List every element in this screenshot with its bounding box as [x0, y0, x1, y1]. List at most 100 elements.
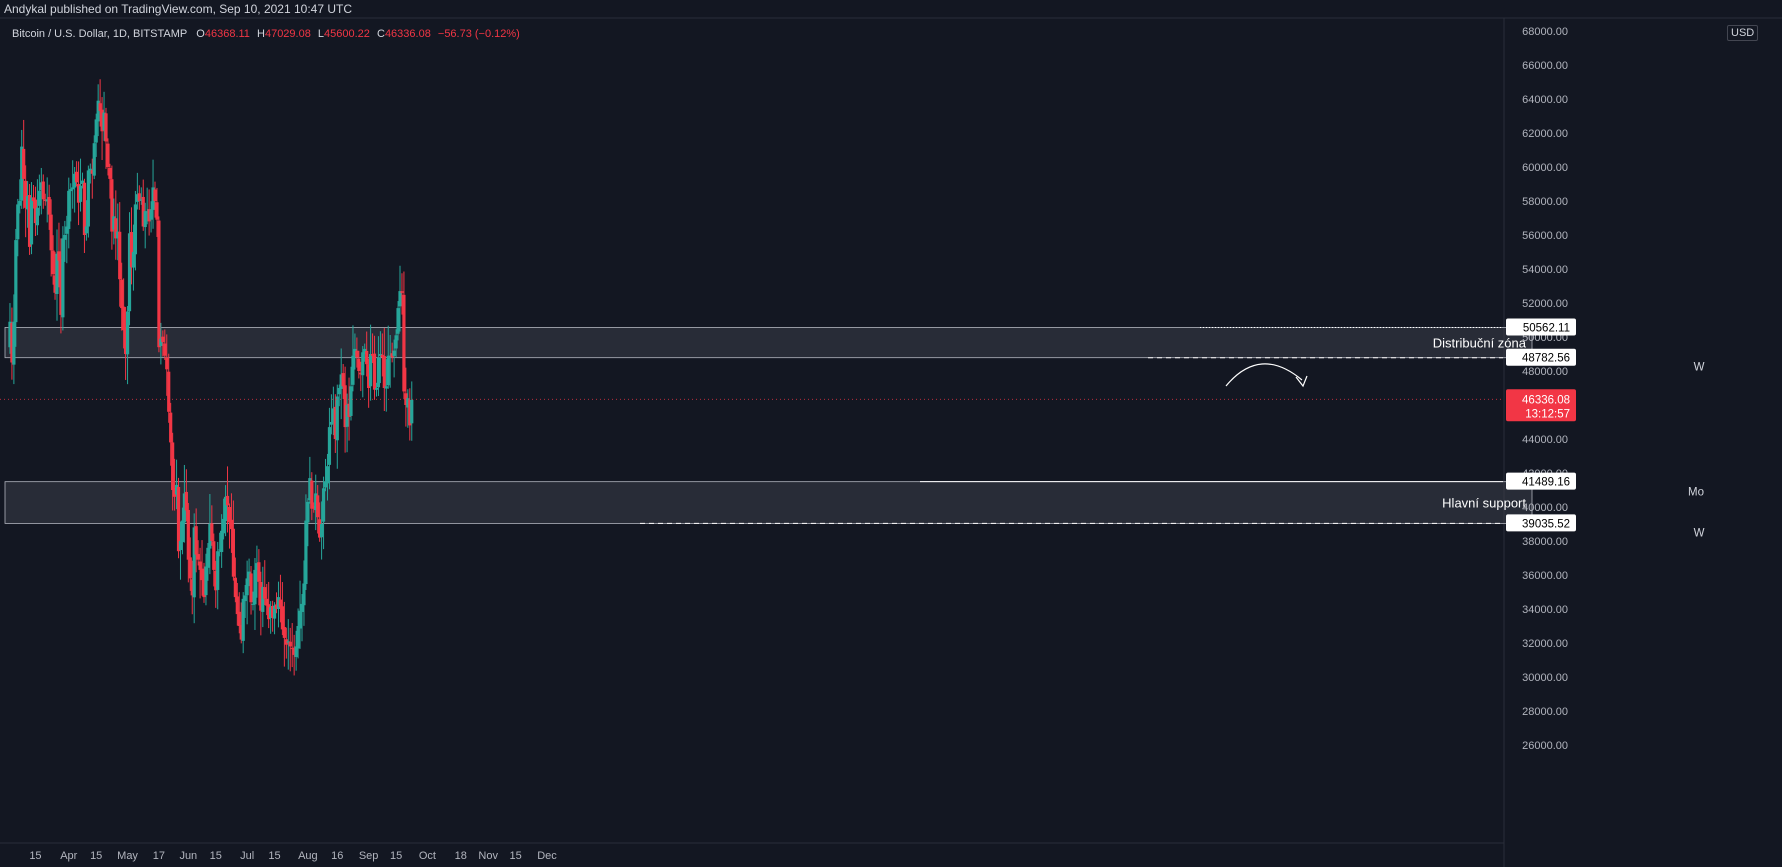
price-tick-label: 68000.00 — [1522, 26, 1568, 38]
candle-body — [171, 442, 175, 490]
candle-body — [163, 343, 167, 356]
price-labels: 50562.11 48782.56 41489.16 39035.52 46336.08… — [1506, 318, 1705, 539]
candle-body — [304, 520, 308, 585]
candle-body — [86, 170, 90, 227]
support-bottom-price-label: 39035.52 — [1522, 518, 1570, 530]
candle-body — [37, 190, 41, 206]
candle-body — [282, 627, 286, 638]
time-tick-label: Sep — [359, 850, 379, 862]
candle-body — [108, 167, 112, 179]
candle-body — [8, 321, 12, 348]
candle-body — [296, 626, 300, 649]
candle-body — [410, 399, 414, 424]
curve-arrow — [1225, 363, 1303, 387]
candle-body — [106, 143, 110, 167]
candle-body — [280, 606, 284, 630]
candle-body — [300, 603, 304, 612]
candle-body — [76, 184, 81, 203]
price-tick-label: 30000.00 — [1522, 672, 1568, 684]
candle-body — [110, 179, 114, 232]
candle-body — [276, 597, 281, 610]
candle-body — [176, 487, 181, 552]
candle-body — [180, 520, 185, 543]
high-value: 47029.08 — [264, 28, 311, 40]
publish-header-text: Andykal published on TradingView.com, Se… — [4, 2, 352, 16]
candle-body — [124, 327, 128, 354]
candle-body — [341, 373, 345, 387]
candle-body — [290, 648, 294, 650]
candle-body — [174, 484, 179, 495]
time-tick-label: 15 — [29, 850, 41, 862]
time-tick-label: Aug — [298, 850, 318, 862]
candle-body — [196, 554, 200, 560]
price-tick-label: 40000.00 — [1522, 502, 1568, 514]
candle-body — [178, 541, 183, 551]
candle-body — [380, 354, 384, 358]
candle-body — [114, 218, 118, 239]
distribution-bottom-price-label-bg — [1506, 348, 1576, 366]
candle-body — [314, 493, 318, 511]
candle-body — [75, 171, 79, 183]
close-value: 46336.08 — [384, 28, 431, 40]
time-axis[interactable]: 15 Apr 15 May 17 Jun 15 Jul 15 Aug 16 Sep 15 Oct 18 Nov… — [29, 850, 557, 862]
candle-body — [14, 240, 18, 323]
candle-body — [188, 557, 192, 579]
low-value: 45600.22 — [324, 28, 370, 40]
candle-body — [386, 355, 390, 386]
candle-body — [16, 204, 20, 240]
candle-body — [159, 338, 163, 346]
price-tick-label: 52000.00 — [1522, 298, 1568, 310]
time-tick-label: Jun — [179, 850, 197, 862]
candle-body — [186, 509, 190, 560]
candle-body — [367, 364, 371, 388]
price-axis[interactable]: 26000.00 28000.00 30000.00 32000.00 34000.00… — [1522, 26, 1568, 752]
candle-body — [337, 388, 341, 395]
candle-body — [349, 386, 353, 416]
candle-body — [149, 209, 153, 220]
candle-body — [143, 211, 147, 228]
change-value: −56.73 (−0.12%) — [437, 28, 520, 40]
support-zone — [4, 481, 1533, 524]
distribution-interval-tag: W — [1694, 362, 1705, 374]
candle-body — [116, 231, 120, 239]
time-tick-label: 15 — [268, 850, 280, 862]
time-tick-label: May — [117, 850, 138, 862]
candle-body — [161, 336, 165, 343]
time-tick-label: 17 — [153, 850, 165, 862]
candle-body — [261, 586, 265, 612]
candle-body — [137, 193, 141, 201]
candle-body — [263, 587, 267, 599]
grid — [0, 17, 1782, 867]
candle-body — [267, 604, 271, 620]
candle-body — [355, 350, 359, 358]
time-tick-label: Jul — [240, 850, 254, 862]
time-tick-label: Apr — [60, 850, 77, 862]
candle-body — [94, 119, 98, 143]
candle-body — [406, 398, 410, 408]
candle-body — [41, 181, 45, 200]
candle-body — [327, 427, 332, 465]
candle-body — [339, 374, 343, 389]
candle-body — [388, 355, 392, 358]
support-zone-label: Hlavní support — [1442, 496, 1526, 511]
time-tick-label: Dec — [537, 850, 557, 862]
candle-body — [73, 173, 77, 188]
candle-body — [218, 549, 222, 551]
candle-body — [10, 323, 14, 363]
price-tick-label: 54000.00 — [1522, 264, 1568, 276]
candle-body — [22, 148, 26, 179]
candle-body — [223, 496, 228, 521]
candle-body — [129, 232, 134, 268]
open-label: O — [196, 28, 205, 40]
candle-body — [343, 385, 347, 428]
candle-body — [233, 577, 237, 598]
candle-body — [357, 358, 361, 371]
candle-body — [190, 579, 194, 596]
candle-body — [55, 253, 59, 294]
currency-button[interactable]: USD — [1727, 25, 1759, 41]
candle-body — [318, 519, 322, 538]
candle-body — [141, 196, 145, 227]
candle-body — [231, 528, 235, 577]
candle-body — [323, 481, 328, 488]
